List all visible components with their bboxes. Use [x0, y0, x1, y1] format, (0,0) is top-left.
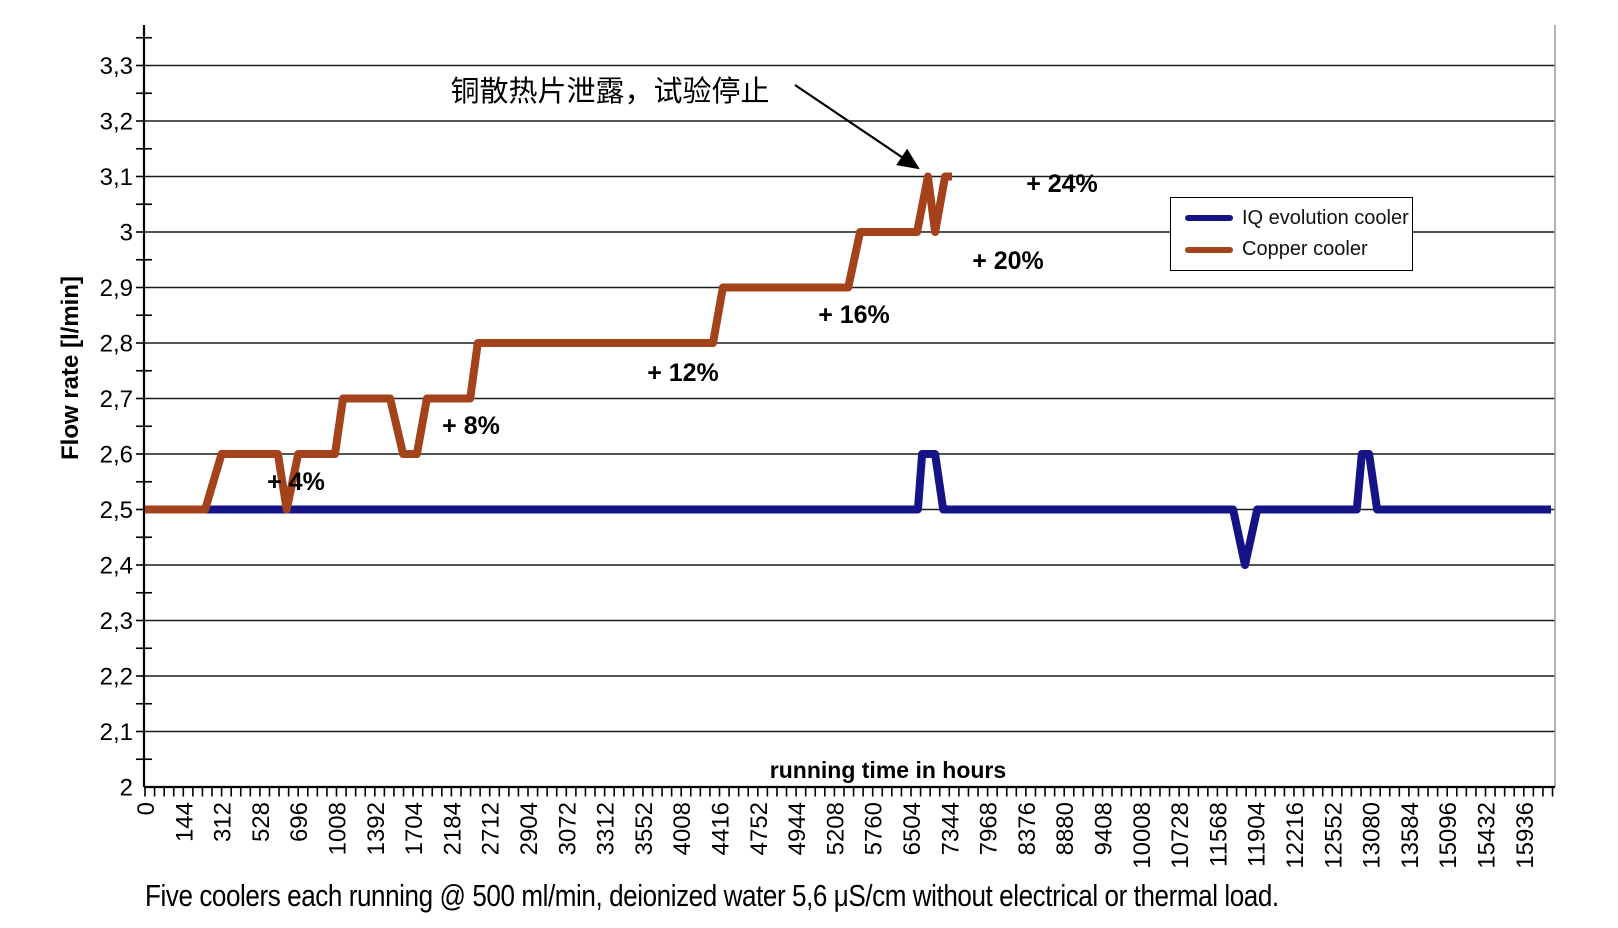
y-tick-label: 2,2	[100, 664, 133, 691]
x-tick-label: 12552	[1320, 802, 1347, 869]
legend-label: IQ evolution cooler	[1242, 206, 1409, 229]
percent-gain-label: + 4%	[267, 468, 325, 496]
generated-chart-elements: 22,12,22,32,42,52,62,72,82,933,13,23,30 1…	[100, 25, 1556, 869]
y-tick-label: 3,3	[100, 53, 133, 80]
chart-legend: IQ evolution cooler Copper cooler	[1170, 197, 1413, 271]
x-tick-label: 11904	[1244, 802, 1271, 867]
x-tick-label: 4944	[784, 802, 811, 855]
x-tick-label: 8376	[1014, 802, 1041, 855]
x-tick-label: 12216	[1282, 802, 1309, 869]
y-tick-label: 2,3	[100, 608, 133, 635]
x-tick-label: 3072	[554, 802, 581, 855]
y-tick-label: 2	[120, 775, 133, 802]
x-tick-label: 0	[133, 802, 160, 815]
x-tick-label: 312	[210, 802, 237, 842]
x-tick-label: 1008	[325, 802, 352, 855]
x-tick-label: 15432	[1474, 802, 1501, 869]
legend-item-iq-evolution: IQ evolution cooler	[1185, 207, 1412, 230]
legend-swatch-blue-line	[1185, 215, 1233, 222]
y-tick-label: 2,9	[100, 275, 133, 302]
x-tick-label: 528	[248, 802, 275, 842]
percent-gain-label: + 8%	[442, 412, 500, 440]
chart-caption: Five coolers each running @ 500 ml/min, …	[145, 878, 1279, 913]
x-tick-label: 2184	[439, 802, 466, 855]
y-tick-label: 3,1	[100, 164, 133, 191]
percent-gain-label: + 16%	[818, 301, 890, 329]
percent-gain-label: + 12%	[647, 359, 719, 387]
percent-gain-label: + 20%	[972, 247, 1044, 275]
leak-annotation-text: 铜散热片泄露，试验停止	[450, 75, 769, 108]
legend-swatch-brown-line	[1185, 246, 1233, 253]
x-tick-label: 15096	[1435, 802, 1462, 869]
x-tick-label: 5760	[861, 802, 888, 855]
x-tick-label: 7344	[937, 802, 964, 855]
legend-label: Copper cooler	[1242, 238, 1368, 261]
x-tick-label: 4752	[746, 802, 773, 855]
x-tick-label: 10008	[1129, 802, 1156, 869]
y-tick-label: 3	[120, 220, 133, 247]
y-tick-label: 2,8	[100, 331, 133, 358]
x-tick-label: 3312	[593, 802, 620, 855]
x-tick-label: 696	[286, 802, 313, 842]
x-axis-title: running time in hours	[770, 757, 1006, 783]
y-tick-label: 2,7	[100, 386, 133, 413]
legend-item-copper: Copper cooler	[1185, 238, 1412, 261]
x-tick-label: 11568	[1205, 802, 1232, 867]
y-tick-label: 2,4	[100, 553, 133, 580]
x-tick-label: 1704	[401, 802, 428, 855]
x-tick-label: 3552	[631, 802, 658, 855]
x-tick-label: 4008	[669, 802, 696, 855]
y-tick-label: 2,1	[100, 719, 133, 746]
x-tick-label: 144	[171, 802, 198, 842]
y-tick-label: 2,6	[100, 442, 133, 469]
x-tick-label: 13080	[1359, 802, 1386, 869]
x-tick-label: 2712	[478, 802, 505, 855]
x-tick-label: 9408	[1091, 802, 1118, 855]
percent-gain-label: + 24%	[1026, 170, 1098, 198]
x-tick-label: 13584	[1397, 802, 1424, 869]
series-line-iq-evolution-cooler	[145, 450, 1551, 569]
x-tick-label: 8880	[1052, 802, 1079, 855]
x-tick-label: 1392	[363, 802, 390, 855]
y-tick-label: 2,5	[100, 497, 133, 524]
leak-annotation-arrow	[794, 84, 920, 170]
x-tick-label: 5208	[822, 802, 849, 855]
y-tick-label: 3,2	[100, 109, 133, 136]
x-tick-label: 7968	[976, 802, 1003, 855]
x-tick-label: 6504	[899, 802, 926, 855]
x-tick-label: 15936	[1512, 802, 1539, 869]
y-axis-title: Flow rate [l/min]	[57, 276, 84, 460]
x-tick-label: 2904	[516, 802, 543, 855]
x-tick-label: 4416	[708, 802, 735, 855]
series-line-copper-cooler	[145, 172, 952, 514]
x-tick-label: 10728	[1167, 802, 1194, 869]
